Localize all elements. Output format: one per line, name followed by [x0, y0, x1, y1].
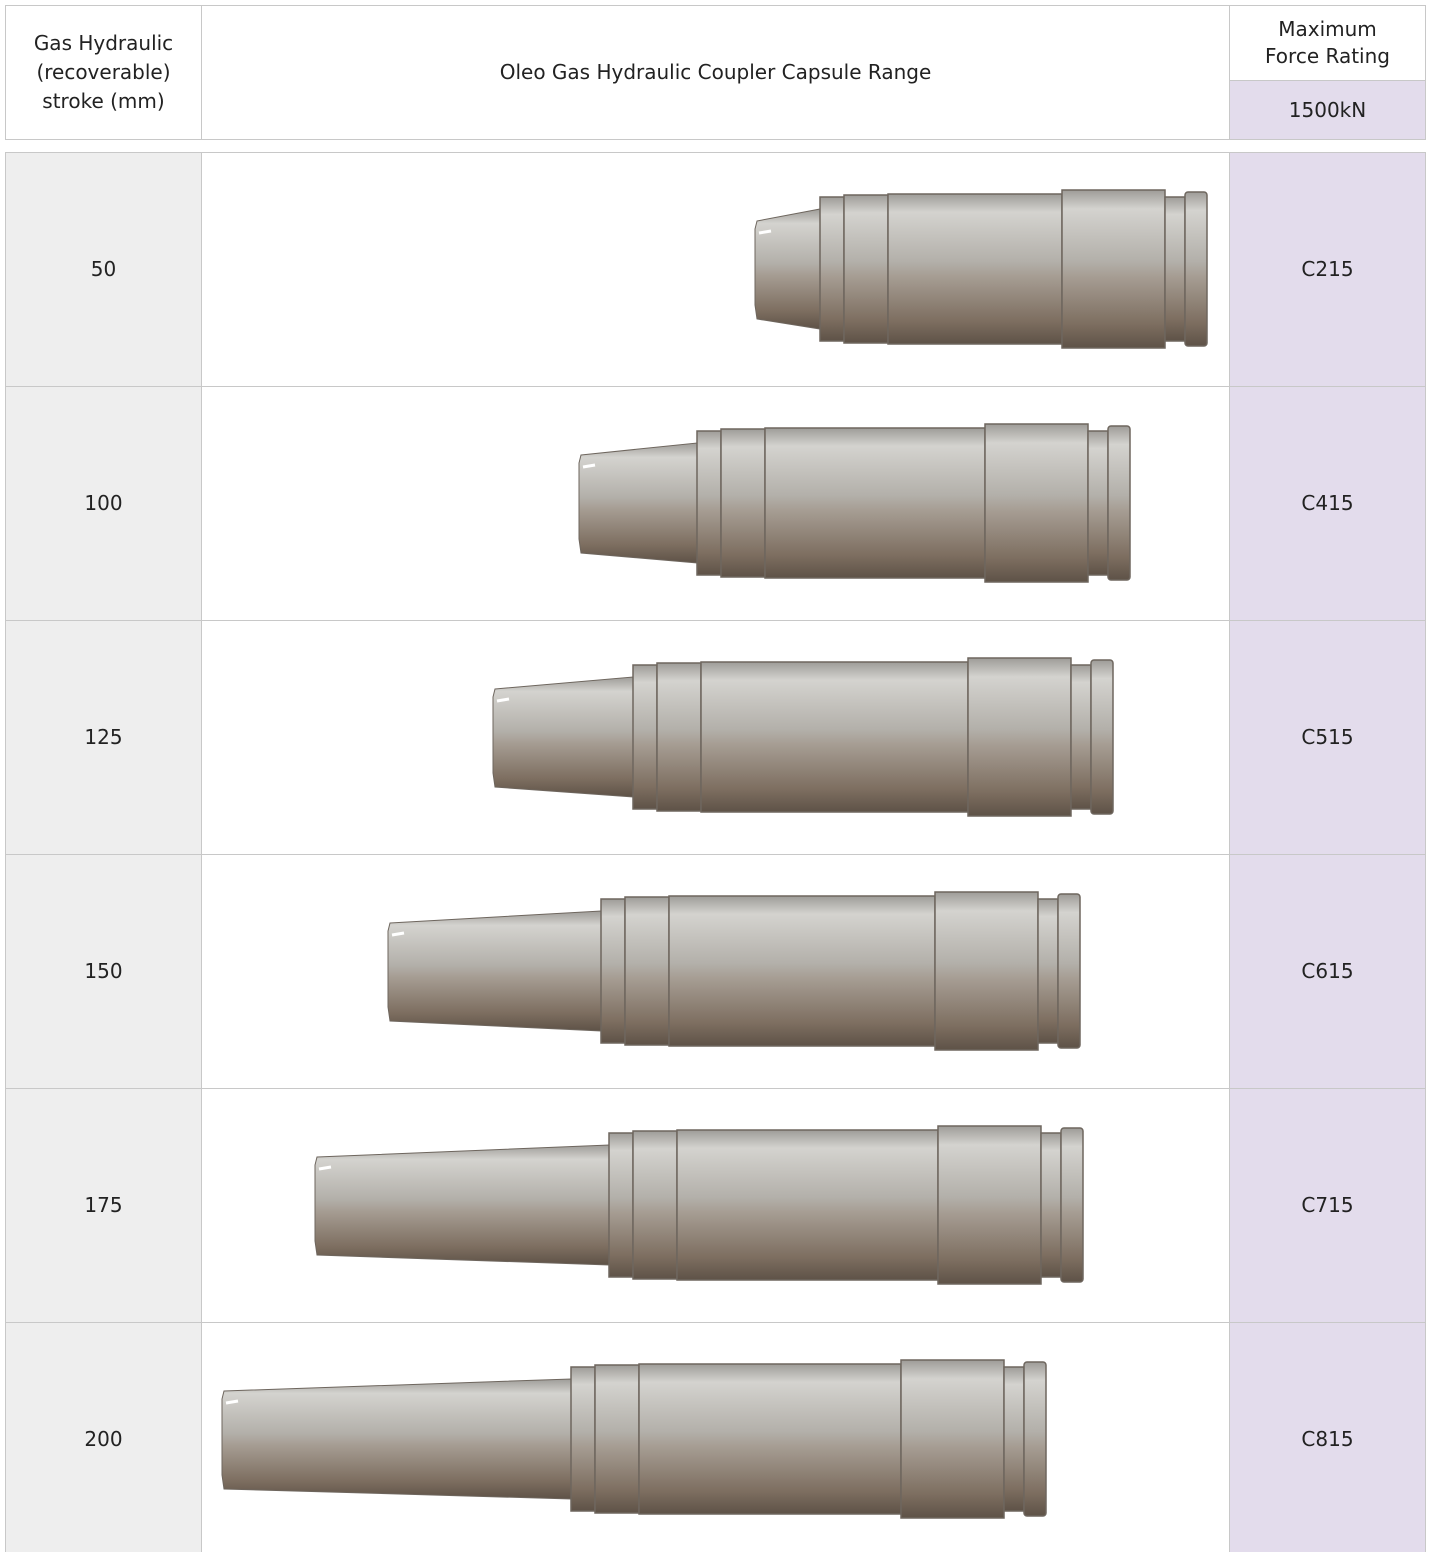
capsule-part: [900, 1359, 1005, 1519]
capsule-part: [582, 463, 596, 469]
capsule-part: [819, 196, 845, 342]
capsule-part: [1040, 1132, 1062, 1278]
capsule-part: [1003, 1366, 1025, 1512]
header-cell: Gas Hydraulic (recoverable) stroke (mm): [5, 5, 202, 140]
capsule-part: [1037, 898, 1059, 1044]
capsule: [754, 189, 1208, 349]
header-force: Maximum Force Rating: [1265, 17, 1390, 68]
table-cell: [201, 152, 1230, 387]
table-cell: 175: [5, 1088, 202, 1323]
capsule-part: [600, 898, 626, 1044]
capsule-part: [594, 1364, 640, 1514]
table-cell: C715: [1229, 1088, 1426, 1323]
table-cell: [201, 854, 1230, 1089]
capsule-part: [314, 1144, 610, 1266]
capsule-part: [887, 193, 1063, 345]
table-cell: [201, 1088, 1230, 1323]
header-range: Oleo Gas Hydraulic Coupler Capsule Range: [499, 60, 932, 84]
capsule-part: [632, 1130, 678, 1280]
header-stroke: Gas Hydraulic (recoverable) stroke (mm): [33, 31, 174, 113]
capsule-part: [934, 891, 1039, 1051]
capsule-part: [1061, 189, 1166, 349]
table-cell: [201, 386, 1230, 621]
stroke-value: 150: [84, 959, 123, 983]
capsule-part: [656, 662, 702, 812]
stroke-value: 200: [84, 1427, 123, 1451]
capsule-part: [1023, 1361, 1047, 1517]
header-force-value: 1500kN: [1288, 97, 1367, 122]
capsule-part: [1070, 664, 1092, 810]
capsule-part: [1184, 191, 1208, 347]
capsule-part: [225, 1399, 239, 1405]
capsule-part: [318, 1165, 332, 1171]
capsule: [578, 423, 1131, 583]
capsule-part: [1090, 659, 1114, 815]
table-cell: 125: [5, 620, 202, 855]
table-cell: 50: [5, 152, 202, 387]
capsule-part: [1087, 430, 1109, 576]
capsule-model: C515: [1301, 725, 1354, 749]
table-cell: C615: [1229, 854, 1426, 1089]
capsule-model: C215: [1301, 257, 1354, 281]
capsule-part: [1060, 1127, 1084, 1283]
capsule-part: [638, 1363, 902, 1515]
capsule-part: [632, 664, 658, 810]
capsule-part: [984, 423, 1089, 583]
capsule-part: [492, 676, 634, 798]
capsule-part: [700, 661, 969, 813]
capsule-part: [668, 895, 936, 1047]
table-cell: 100: [5, 386, 202, 621]
capsule-model: C815: [1301, 1427, 1354, 1451]
capsule: [492, 657, 1114, 817]
capsule-part: [754, 208, 821, 330]
capsule-model: C415: [1301, 491, 1354, 515]
capsule-part: [608, 1132, 634, 1278]
stroke-value: 50: [90, 257, 117, 281]
table-cell: 150: [5, 854, 202, 1089]
table-cell: C815: [1229, 1322, 1426, 1552]
capsule: [387, 891, 1081, 1051]
table-cell: C415: [1229, 386, 1426, 621]
capsule: [314, 1125, 1084, 1285]
table-cell: 200: [5, 1322, 202, 1552]
capsule-part: [758, 229, 772, 235]
capsule: [221, 1359, 1047, 1519]
capsule-part: [937, 1125, 1042, 1285]
stroke-value: 100: [84, 491, 123, 515]
table-cell: C515: [1229, 620, 1426, 855]
capsule-part: [624, 896, 670, 1046]
capsule-part: [843, 194, 889, 344]
header-cell: Maximum Force Rating: [1229, 5, 1426, 81]
capsule-part: [578, 442, 698, 564]
capsule-part: [496, 697, 510, 703]
capsule-part: [387, 910, 602, 1032]
capsule-part: [1164, 196, 1186, 342]
capsule-part: [764, 427, 986, 579]
capsule-part: [570, 1366, 596, 1512]
capsule-part: [696, 430, 722, 576]
capsule-part: [1057, 893, 1081, 1049]
capsule-part: [967, 657, 1072, 817]
stroke-value: 125: [84, 725, 123, 749]
capsule-part: [676, 1129, 939, 1281]
capsule-part: [720, 428, 766, 578]
table-cell: [201, 1322, 1230, 1552]
capsule-part: [1107, 425, 1131, 581]
capsule-model: C715: [1301, 1193, 1354, 1217]
header-cell: Oleo Gas Hydraulic Coupler Capsule Range: [201, 5, 1230, 140]
stroke-value: 175: [84, 1193, 123, 1217]
table-cell: [201, 620, 1230, 855]
capsule-model: C615: [1301, 959, 1354, 983]
table-cell: C215: [1229, 152, 1426, 387]
capsule-part: [221, 1378, 572, 1500]
header-cell: 1500kN: [1229, 80, 1426, 140]
capsule-part: [391, 931, 405, 937]
